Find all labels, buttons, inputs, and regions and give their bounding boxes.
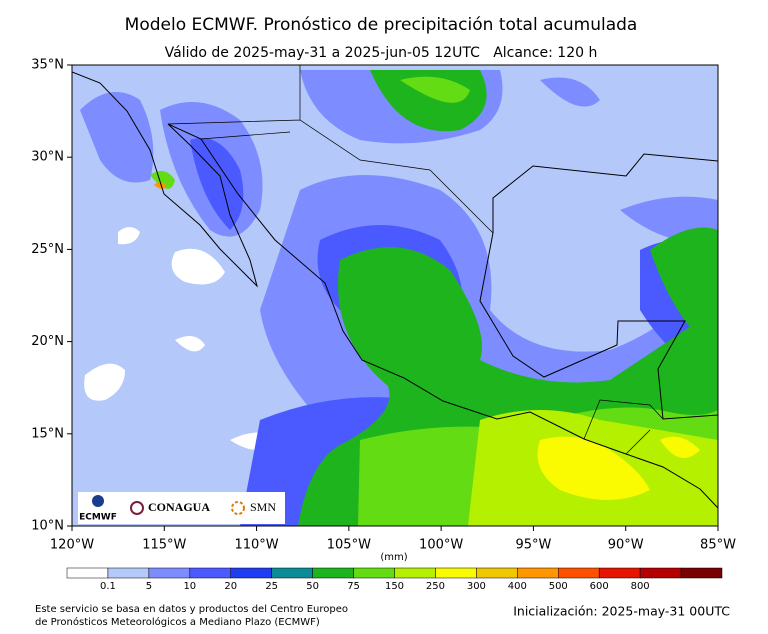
colorbar-segment	[476, 567, 518, 579]
lat-tick-label: 20°N	[31, 334, 64, 349]
colorbar-segment	[517, 567, 559, 579]
colorbar-segment	[107, 567, 150, 579]
colorbar-segment	[230, 567, 272, 579]
lon-tick-label: 100°W	[419, 538, 463, 553]
subtitle: Válido de 2025-may-31 a 2025-jun-05 12UT…	[165, 45, 598, 61]
lat-tick-label: 30°N	[31, 150, 64, 165]
colorbar-label: 400	[508, 581, 527, 592]
logo-smn: SMN	[250, 500, 276, 514]
colorbar-segment	[189, 567, 231, 579]
lon-tick-label: 110°W	[234, 538, 278, 553]
colorbar-segment	[312, 567, 354, 579]
colorbar-label: 20	[224, 581, 237, 592]
lat-tick-label: 25°N	[31, 242, 64, 257]
colorbar-label: 75	[347, 581, 360, 592]
source-line: de Pronósticos Meteorológicos a Mediano …	[35, 616, 320, 628]
map-frame	[71, 64, 719, 527]
colorbar-segment	[558, 567, 600, 579]
colorbar-label: 150	[385, 581, 404, 592]
colorbar-segment	[148, 567, 191, 579]
logo-ecmwf: ECMWF	[79, 513, 117, 523]
colorbar-segment	[394, 567, 436, 579]
colorbar-segment	[271, 567, 313, 579]
coastline	[72, 65, 718, 509]
precip-field	[72, 65, 718, 526]
logo-panel: ECMWF CONAGUA SMN	[78, 492, 285, 524]
colorbar-label: 10	[183, 581, 196, 592]
colorbar-label: 500	[549, 581, 568, 592]
colorbar-segment	[66, 567, 109, 579]
colorbar-label: 25	[265, 581, 278, 592]
colorbar-segment	[639, 567, 682, 579]
colorbar-unit: (mm)	[380, 552, 407, 563]
colorbar-segment	[353, 567, 395, 579]
lon-tick-label: 120°W	[50, 538, 94, 553]
source-line: Este servicio se basa en datos y product…	[35, 604, 348, 615]
lon-tick-label: 105°W	[327, 538, 371, 553]
title: Modelo ECMWF. Pronóstico de precipitació…	[125, 15, 638, 35]
colorbar-label: 50	[306, 581, 319, 592]
lon-tick-label: 85°W	[700, 538, 736, 553]
colorbar-segment	[598, 567, 641, 579]
lon-tick-label: 115°W	[142, 538, 186, 553]
colorbar-label: 600	[590, 581, 609, 592]
lon-tick-label: 90°W	[608, 538, 644, 553]
colorbar-label: 5	[146, 581, 152, 592]
logo-conagua: CONAGUA	[148, 500, 210, 514]
lat-tick-label: 10°N	[31, 519, 64, 534]
colorbar-label: 300	[467, 581, 486, 592]
lat-tick-label: 15°N	[31, 426, 64, 441]
colorbar-segment	[680, 567, 723, 579]
colorbar-segment	[435, 567, 477, 579]
lon-tick-label: 95°W	[515, 538, 551, 553]
colorbar-label: 0.1	[100, 581, 116, 592]
colorbar-label: 800	[631, 581, 650, 592]
init-time: Inicialización: 2025-may-31 00UTC	[513, 604, 730, 619]
lat-tick-label: 35°N	[31, 58, 64, 73]
colorbar-label: 250	[426, 581, 445, 592]
